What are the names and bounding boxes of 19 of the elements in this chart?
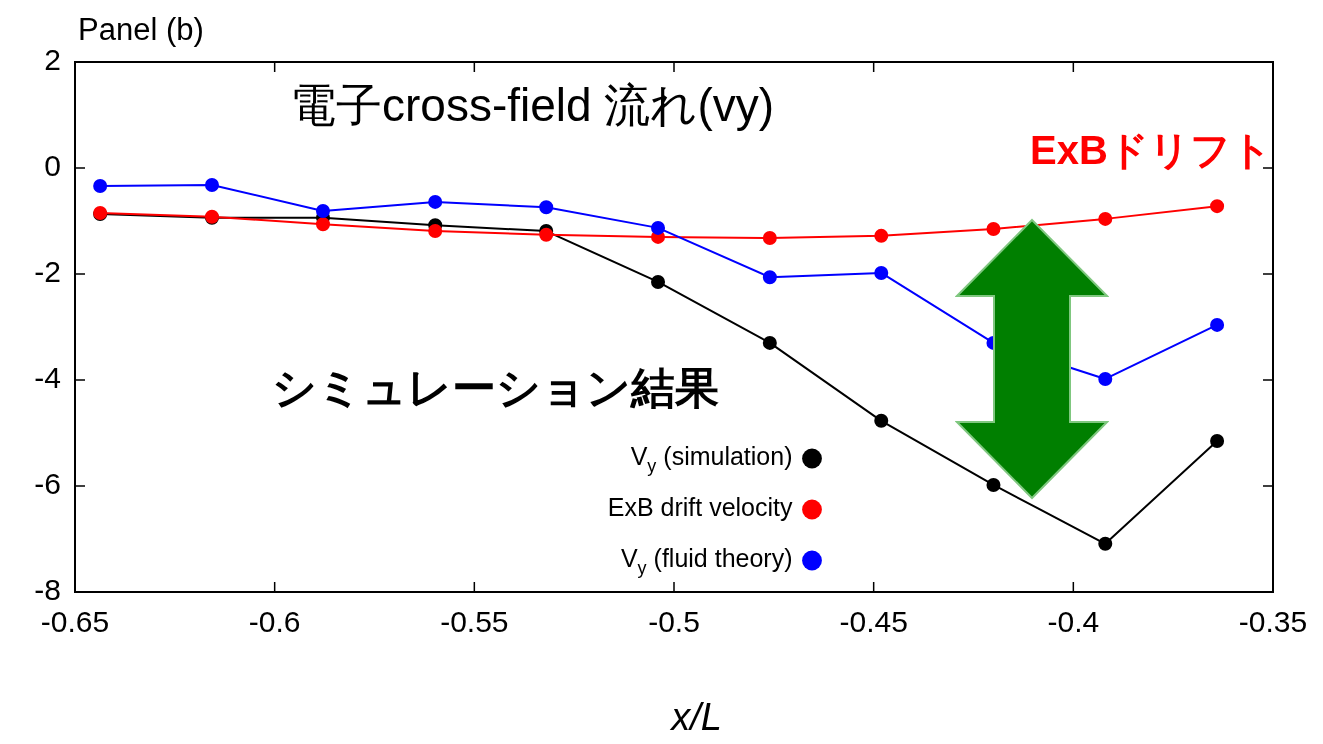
y-tick-label: -8 bbox=[34, 573, 61, 607]
x-axis-title: x/L bbox=[669, 695, 723, 739]
x-tick-label: -0.4 bbox=[1047, 605, 1100, 639]
y-tick-label: -2 bbox=[34, 255, 61, 289]
x-tick-label: -0.65 bbox=[40, 605, 110, 639]
x-tick-label: -0.35 bbox=[1238, 605, 1308, 639]
chart-title: Panel (b) bbox=[78, 12, 204, 48]
x-tick-label: -0.55 bbox=[440, 605, 509, 639]
x-tick-label: -0.6 bbox=[248, 605, 301, 639]
y-tick-label: -4 bbox=[34, 361, 61, 395]
legend-label: ExB drift velocity bbox=[607, 493, 793, 522]
x-tick-label: -0.45 bbox=[839, 605, 908, 639]
annotation: シミュレーション結果 bbox=[272, 362, 719, 414]
x-tick-label: -0.5 bbox=[648, 605, 700, 639]
y-tick-label: 0 bbox=[44, 149, 61, 183]
y-tick-label: 2 bbox=[44, 43, 61, 77]
annotation: ExBドリフト bbox=[1030, 127, 1272, 174]
annotation: 電子cross-field 流れ(vy) bbox=[290, 78, 775, 133]
y-tick-label: -6 bbox=[34, 467, 61, 501]
